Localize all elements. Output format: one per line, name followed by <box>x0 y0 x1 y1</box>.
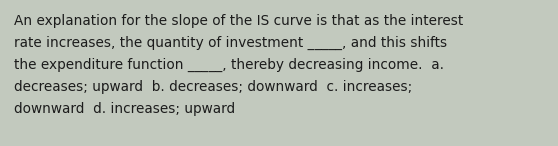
Text: rate increases, the quantity of investment _____, and this shifts: rate increases, the quantity of investme… <box>14 36 447 50</box>
Text: An explanation for the slope of the IS curve is that as the interest: An explanation for the slope of the IS c… <box>14 14 463 28</box>
Text: downward  d. increases; upward: downward d. increases; upward <box>14 102 235 116</box>
Text: decreases; upward  b. decreases; downward  c. increases;: decreases; upward b. decreases; downward… <box>14 80 412 94</box>
Text: the expenditure function _____, thereby decreasing income.  a.: the expenditure function _____, thereby … <box>14 58 444 72</box>
